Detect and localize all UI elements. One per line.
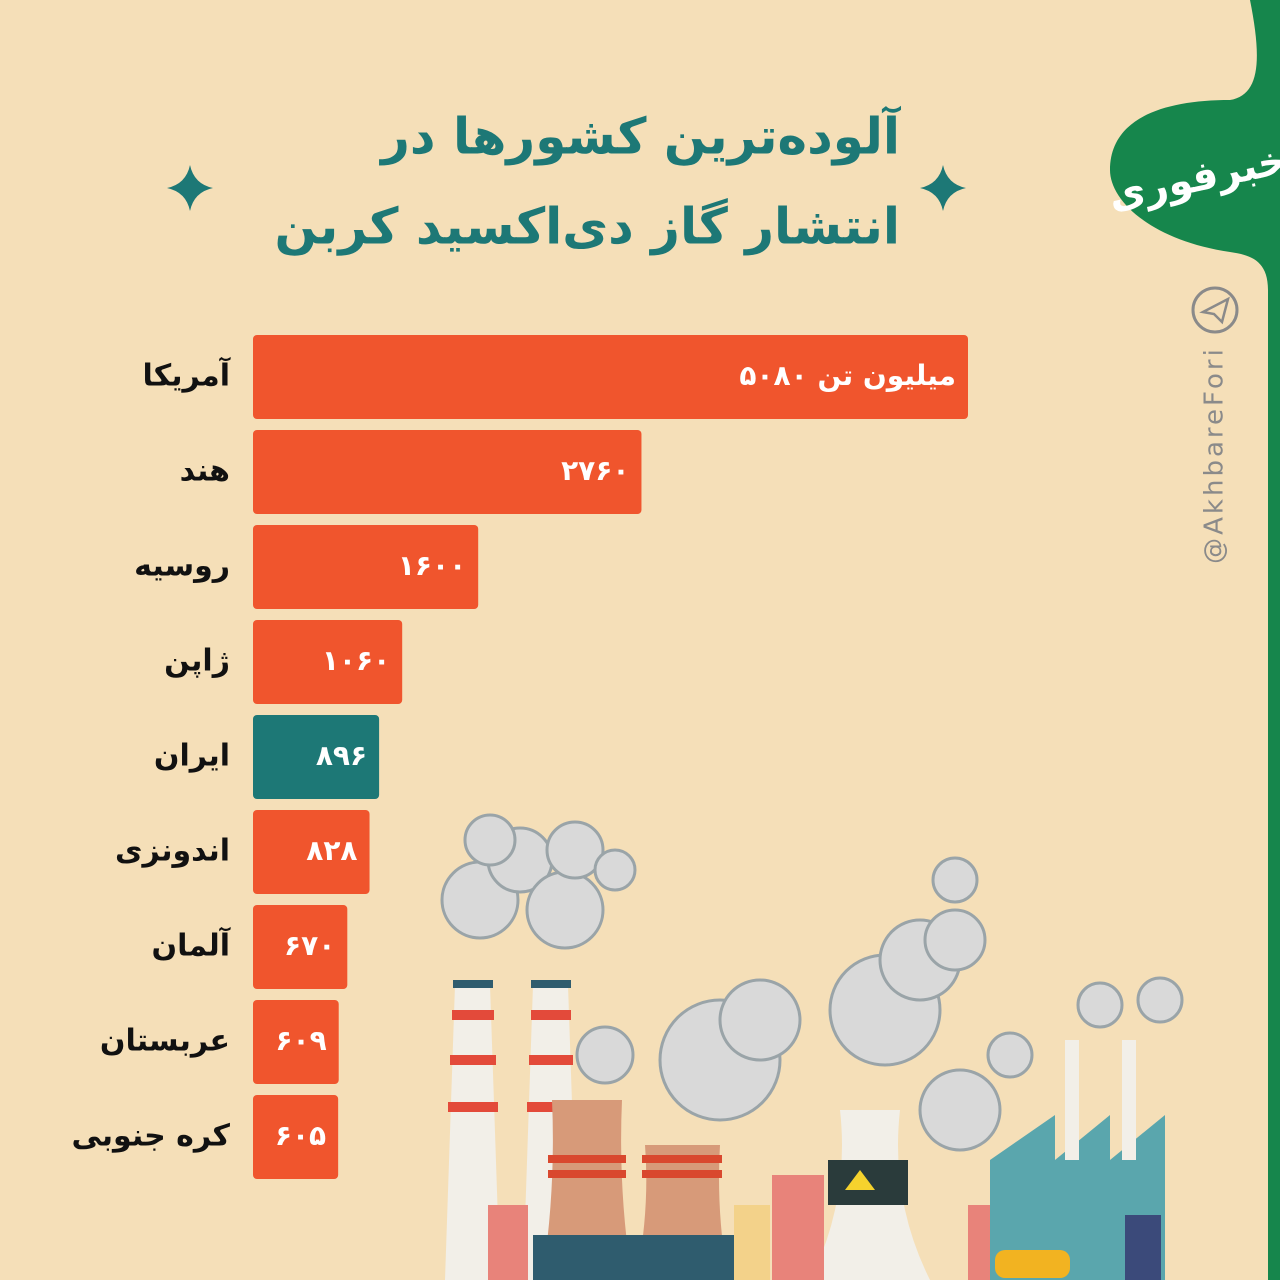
bar [253, 905, 348, 989]
bar [253, 430, 642, 514]
category-label: آلمان [151, 927, 230, 964]
value-label: ۲۷۶۰ [561, 454, 629, 487]
category-label: ژاپن [164, 644, 230, 679]
illustration [440, 813, 1184, 1280]
brand-band [1110, 0, 1280, 1280]
category-label: عربستان [100, 1024, 230, 1059]
bar [253, 525, 479, 609]
category-label: آمریکا [143, 357, 231, 394]
value-label: ۵۰۸۰ میلیون تن [739, 359, 956, 392]
chart-title: آلوده‌ترین کشورها در [378, 106, 902, 167]
value-label: ۱۶۰۰ [398, 549, 466, 582]
bar [253, 1000, 339, 1084]
category-label: هند [180, 454, 230, 489]
bar [253, 335, 968, 419]
bar [253, 810, 370, 894]
category-label: ایران [154, 739, 230, 774]
value-label: ۶۷۰ [284, 929, 335, 962]
value-label: ۸۹۶ [316, 739, 367, 772]
value-label: ۶۰۵ [275, 1119, 326, 1152]
sparkle [920, 165, 966, 211]
value-label: ۱۰۶۰ [322, 644, 390, 677]
category-label: اندونزی [115, 834, 230, 869]
value-label: ۸۲۸ [306, 834, 357, 867]
value-label: ۶۰۹ [275, 1024, 326, 1057]
category-label: روسیه [134, 549, 230, 584]
bar [253, 715, 380, 799]
sparkle [167, 165, 213, 211]
brand-handle: @AkhbareFori [1200, 346, 1230, 564]
bar [253, 620, 403, 704]
chart-title: انتشار گاز دی‌اکسید کربن [275, 198, 900, 257]
telegram-icon [1191, 286, 1239, 334]
bar [253, 1095, 339, 1179]
category-label: کره جنوبی [71, 1119, 230, 1154]
telegram-plane [1199, 296, 1230, 325]
